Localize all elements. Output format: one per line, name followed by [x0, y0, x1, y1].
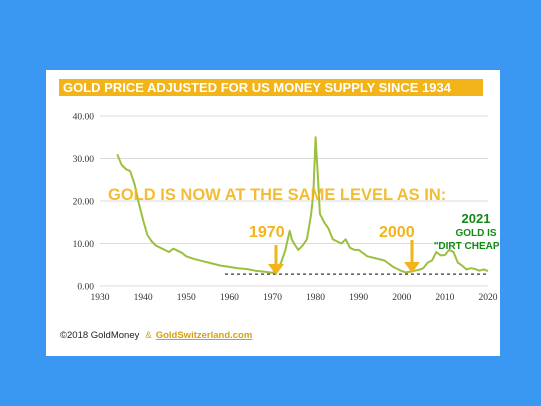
- x-tick-label: 2010: [435, 293, 454, 303]
- headline-annotation: GOLD IS NOW AT THE SAME LEVEL AS IN:: [108, 186, 446, 204]
- label-gold-is: GOLD IS: [455, 228, 496, 239]
- label-dirt-cheap: "DIRT CHEAP": [434, 241, 500, 252]
- x-tick-label: 1980: [306, 293, 325, 303]
- x-tick-label: 1930: [91, 293, 110, 303]
- gold-price-series-line: [116, 136, 489, 274]
- y-tick-label: 30.00: [73, 155, 95, 165]
- x-tick-label: 1950: [177, 293, 196, 303]
- goldswitzerland-link[interactable]: GoldSwitzerland.com: [155, 330, 253, 341]
- arrow-2000: [404, 240, 420, 273]
- x-tick-label: 2000: [392, 293, 411, 303]
- ampersand: &: [145, 330, 152, 341]
- label-2000: 2000: [379, 224, 415, 241]
- y-tick-label: 0.00: [77, 283, 94, 293]
- label-2021: 2021: [462, 211, 491, 226]
- chart-card: GOLD PRICE ADJUSTED FOR US MONEY SUPPLY …: [46, 70, 500, 356]
- x-tick-label: 1940: [134, 293, 153, 303]
- x-tick-label: 1990: [349, 293, 368, 303]
- footer: ©2018 GoldMoney & GoldSwitzerland.com: [60, 330, 252, 341]
- y-tick-label: 20.00: [73, 198, 95, 208]
- x-tick-label: 2020: [479, 293, 498, 303]
- x-tick-label: 1960: [220, 293, 239, 303]
- y-tick-label: 10.00: [73, 240, 95, 250]
- label-1970: 1970: [249, 224, 285, 241]
- gold-price-chart: 0.00 10.00 20.00 30.00 40.00 1930 1940 1950 196…: [73, 113, 500, 304]
- y-tick-label: 40.00: [73, 113, 95, 123]
- arrow-1970: [268, 245, 284, 275]
- copyright-text: ©2018 GoldMoney: [60, 330, 140, 341]
- x-tick-label: 1970: [263, 293, 282, 303]
- chart-title: GOLD PRICE ADJUSTED FOR US MONEY SUPPLY …: [59, 79, 483, 96]
